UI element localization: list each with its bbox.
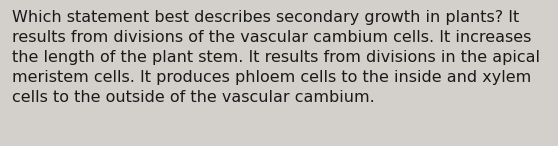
Text: Which statement best describes secondary growth in plants? It
results from divis: Which statement best describes secondary… <box>12 10 540 105</box>
